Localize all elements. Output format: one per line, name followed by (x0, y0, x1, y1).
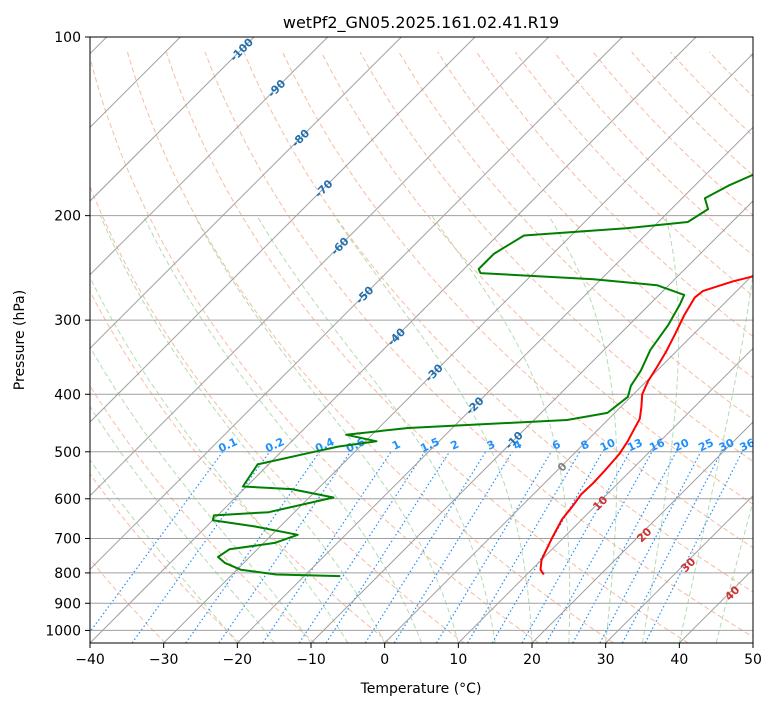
dry-adiabat-line (90, 558, 166, 643)
moist-adiabat-line (142, 215, 422, 643)
moist-adiabat-line (715, 500, 753, 643)
mixing-ratio-line (218, 451, 351, 643)
moist-adiabat-line (99, 215, 386, 643)
dry-adiabat-line (90, 473, 241, 643)
mixing-ratio-lines (90, 451, 743, 643)
isotherm-line (605, 494, 753, 643)
dry-adiabat-line (90, 55, 540, 643)
temperature-line (539, 275, 753, 576)
isotherm-line (90, 37, 255, 202)
x-tick-label: 10 (449, 652, 467, 668)
x-tick-label: −10 (296, 652, 326, 668)
moist-adiabat-line (256, 215, 496, 643)
moist-adiabat-line (90, 345, 312, 643)
isotherm-line (90, 37, 623, 571)
mixing-ratio-label: 30 (717, 436, 737, 454)
mixing-ratio-label: 25 (696, 436, 715, 454)
dry-adiabat-line (204, 51, 753, 638)
dry-adiabat-line (282, 51, 753, 549)
mixing-ratio-label: 16 (647, 436, 667, 454)
dry-adiabat-line (359, 51, 753, 463)
moist-adiabat-line (678, 270, 753, 643)
x-tick-label: −30 (149, 652, 179, 668)
y-tick-label: 400 (54, 387, 81, 403)
moist-adiabats (90, 215, 753, 643)
isotherm-line (90, 37, 476, 423)
mixing-ratio-label: 36 (738, 436, 758, 454)
moist-adiabat-line (642, 215, 680, 643)
moist-adiabat-line (90, 458, 238, 643)
mixing-ratio-line (364, 451, 487, 643)
dry-adiabat-line (320, 51, 753, 505)
x-tick-label: 50 (744, 652, 762, 668)
y-tick-label: 700 (54, 532, 81, 548)
moist-adiabat-line (431, 215, 571, 643)
isotherm-line (236, 126, 753, 643)
y-axis: 100 200 300 400 500 600 700 800 900 1000 (45, 30, 90, 639)
isotherm-line (457, 347, 753, 643)
mixing-ratio-line (599, 451, 702, 643)
chart-title: wetPf2_GN05.2025.161.02.41.R19 (283, 13, 559, 33)
mixing-ratio-line (131, 451, 271, 643)
y-tick-label: 200 (54, 209, 81, 225)
y-tick-label: 800 (54, 566, 81, 582)
x-tick-label: −40 (75, 652, 105, 668)
y-tick-label: 300 (54, 313, 81, 329)
isotherm-line (90, 37, 329, 276)
x-tick-label: 0 (380, 652, 389, 668)
isotherm-line (531, 421, 753, 643)
x-axis-label: Temperature (°C) (360, 681, 482, 697)
x-tick-label: −20 (223, 652, 253, 668)
plot-frame (89, 36, 754, 644)
isotherm-line (90, 37, 402, 350)
x-axis: −40 −30 −20 −10 0 10 20 30 40 50 (75, 643, 762, 668)
isotherm-line (163, 52, 753, 643)
y-axis-label: Pressure (hPa) (12, 290, 28, 390)
y-tick-label: 100 (54, 30, 81, 46)
mixing-ratio-label: 10 (598, 436, 618, 454)
mixing-ratio-line (491, 451, 603, 643)
x-tick-label: 30 (597, 652, 615, 668)
dry-adiabat-line (437, 51, 753, 379)
y-tick-label: 600 (54, 492, 81, 508)
mixing-ratio-label: 20 (672, 436, 692, 454)
y-tick-label: 1000 (45, 623, 81, 639)
mixing-ratio-line (466, 451, 581, 643)
y-tick-label: 900 (54, 596, 81, 612)
mixing-ratio-label: 13 (625, 436, 644, 454)
sounding-series (211, 173, 753, 578)
dewpoint-line (211, 173, 753, 578)
dry-adiabat-line (126, 51, 614, 643)
mixing-ratio-line (572, 451, 677, 643)
mixing-ratio-line (435, 451, 552, 643)
x-tick-label: 40 (670, 652, 688, 668)
x-tick-label: 20 (523, 652, 541, 668)
moist-adiabat-line (194, 215, 459, 643)
isotherms (90, 37, 753, 643)
mixing-ratio-line (185, 451, 321, 643)
mixing-ratio-line (393, 451, 513, 643)
pressure-gridlines (90, 37, 753, 631)
y-tick-label: 500 (54, 445, 81, 461)
mixing-ratio-line (521, 451, 631, 643)
isotherm-line (90, 37, 697, 643)
isotherm-line (90, 37, 550, 497)
moist-adiabat-line (548, 215, 618, 643)
plot-area: -100-90-80-70-60-50-40-30-20-100.1 0.2 0.4… (90, 37, 758, 643)
isotherm-line (384, 273, 753, 643)
dry-adiabat-line (165, 51, 689, 643)
dry-adiabat-line (90, 290, 390, 643)
isotherm-line (310, 200, 753, 643)
